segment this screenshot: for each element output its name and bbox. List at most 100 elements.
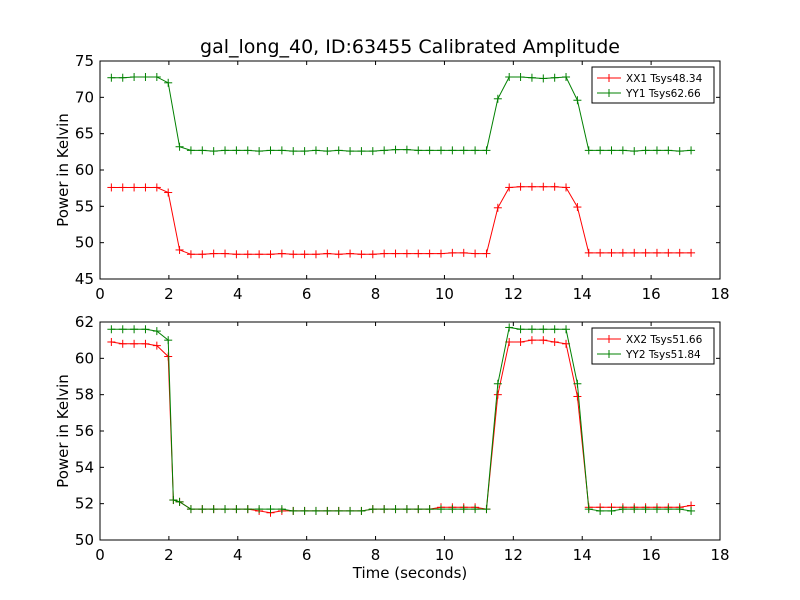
x-tick-label: 12 (504, 546, 523, 564)
legend-box (591, 66, 715, 104)
data-point (607, 506, 616, 515)
data-point (164, 188, 173, 197)
data-point (232, 505, 241, 514)
legend-item: XX2 Tsys51.66 (597, 334, 703, 346)
data-point (232, 146, 241, 155)
data-point (562, 72, 571, 81)
legend-item: XX1 Tsys48.34 (597, 73, 703, 85)
data-point (573, 96, 582, 105)
data-point (118, 73, 127, 82)
data-point (141, 325, 150, 334)
data-point (255, 505, 264, 514)
data-point (357, 147, 366, 156)
data-point (459, 505, 468, 514)
data-point (255, 147, 264, 156)
data-point (266, 146, 275, 155)
data-point (175, 142, 184, 151)
x-tick-label: 12 (504, 285, 523, 303)
data-point (562, 325, 571, 334)
data-point (618, 505, 627, 514)
data-point (357, 506, 366, 515)
data-point (209, 505, 218, 514)
x-tick-label: 10 (435, 285, 454, 303)
data-point (141, 339, 150, 348)
data-point (198, 146, 207, 155)
data-point (584, 146, 593, 155)
data-point (550, 73, 559, 82)
data-point (505, 72, 514, 81)
data-point (675, 248, 684, 257)
data-point (607, 146, 616, 155)
data-point (141, 183, 150, 192)
data-point (527, 182, 536, 191)
data-point (130, 339, 139, 348)
x-tick-label: 18 (710, 285, 729, 303)
data-point (255, 250, 264, 259)
data-point (425, 505, 434, 514)
data-point (630, 248, 639, 257)
data-point (323, 147, 332, 156)
data-point (346, 249, 355, 258)
data-point (232, 250, 241, 259)
data-point (516, 72, 525, 81)
legend-label: YY2 Tsys51.84 (625, 349, 701, 361)
data-point (323, 249, 332, 258)
data-point (493, 390, 502, 399)
x-tick-label: 0 (95, 546, 105, 564)
data-point (414, 505, 423, 514)
data-point (664, 505, 673, 514)
data-point (221, 505, 230, 514)
x-tick-label: 10 (435, 546, 454, 564)
data-point (539, 74, 548, 83)
data-point (368, 147, 377, 156)
data-point (652, 146, 661, 155)
data-point (482, 249, 491, 258)
data-point (118, 183, 127, 192)
data-point (516, 182, 525, 191)
data-point (437, 249, 445, 258)
data-point (687, 146, 696, 155)
y-axis-label: Power in Kelvin (54, 113, 72, 227)
data-point (539, 336, 548, 345)
data-point (198, 505, 207, 514)
data-point (516, 337, 525, 346)
x-tick-label: 0 (95, 285, 105, 303)
data-point (641, 505, 650, 514)
data-point (277, 146, 286, 155)
y-tick-label: 50 (75, 531, 94, 549)
data-point (243, 250, 252, 259)
data-point (186, 250, 195, 259)
series-yy1 (107, 72, 696, 156)
data-point (539, 325, 548, 334)
data-point (186, 505, 195, 514)
data-point (380, 505, 389, 514)
data-point (221, 249, 230, 258)
data-point (596, 248, 605, 257)
data-point (527, 325, 536, 334)
data-point (311, 250, 320, 259)
data-point (448, 248, 457, 257)
data-point (130, 325, 139, 334)
data-point (107, 73, 116, 82)
data-point (596, 146, 605, 155)
x-tick-label: 18 (710, 546, 729, 564)
data-point (562, 183, 571, 192)
legend: XX1 Tsys48.34 YY1 Tsys62.66 (591, 66, 715, 104)
y-tick-label: 54 (75, 458, 94, 476)
legend-item: YY2 Tsys51.84 (597, 349, 701, 361)
series-line (111, 76, 692, 152)
data-point (266, 505, 275, 514)
data-point (573, 392, 582, 401)
data-point (300, 506, 309, 515)
data-point (311, 506, 320, 515)
data-point (675, 505, 684, 514)
x-tick-label: 6 (302, 546, 312, 564)
y-tick-label: 62 (75, 313, 94, 331)
data-point (209, 249, 218, 258)
data-point (118, 339, 127, 348)
x-tick-label: 14 (573, 546, 592, 564)
y-tick-label: 55 (75, 197, 94, 215)
data-point (164, 78, 173, 87)
data-point (641, 248, 650, 257)
